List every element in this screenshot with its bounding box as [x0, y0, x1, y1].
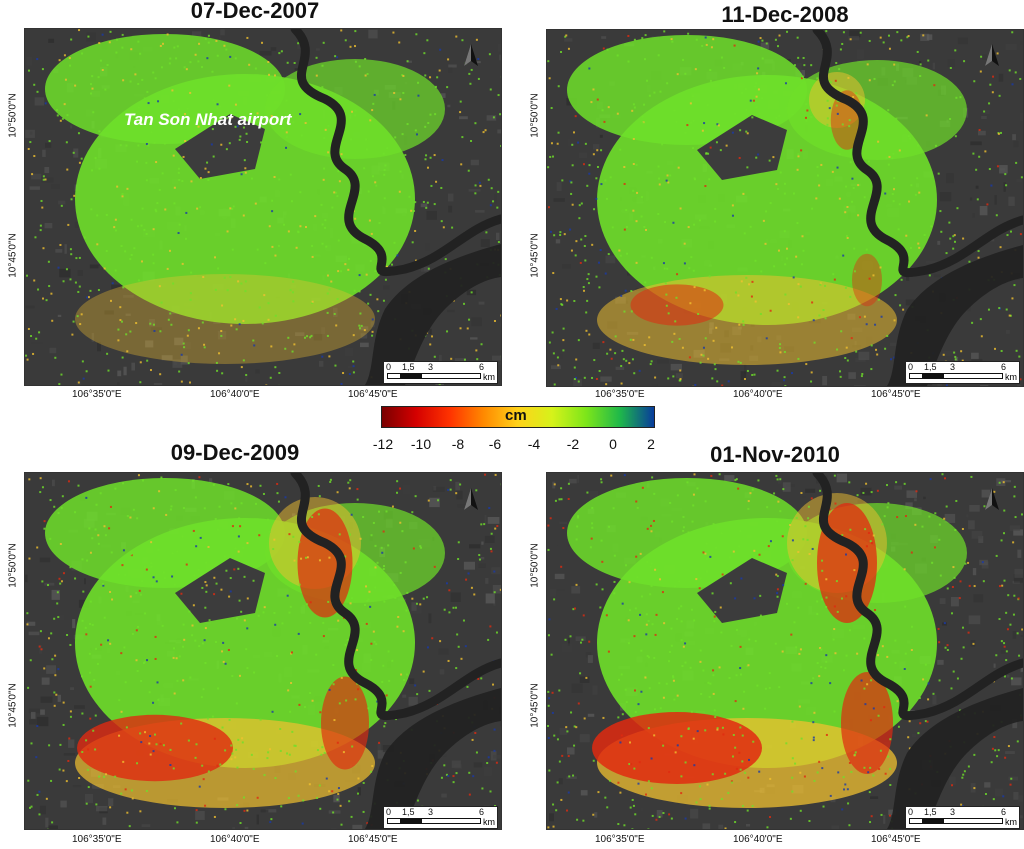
- scale-bar: 0 1,5 3 6 km: [905, 361, 1020, 384]
- scale-tick: 3: [428, 362, 434, 372]
- lat-label-10-50-p3: 10°50'0"N: [7, 543, 19, 588]
- scale-tick: 3: [428, 807, 434, 817]
- colorbar-tick: -8: [451, 436, 465, 452]
- scale-bar: 0 1,5 3 6 km: [905, 806, 1020, 829]
- scale-tick: 0: [908, 807, 914, 817]
- scale-tick: 6: [1001, 807, 1007, 817]
- scale-tick: 1,5: [924, 807, 937, 817]
- scale-tick: 1,5: [924, 362, 937, 372]
- lon-label-45-p1: 106°45'0"E: [348, 389, 398, 400]
- scale-tick: 0: [386, 807, 392, 817]
- map-image-2007: [25, 29, 501, 385]
- lat-label-10-50-p1: 10°50'0"N: [7, 93, 19, 138]
- scale-bar: 0 1,5 3 6 km: [383, 361, 498, 384]
- map-panel-2008: [546, 29, 1024, 387]
- scale-tick: 1,5: [402, 807, 415, 817]
- lat-label-10-45-p2: 10°45'0"N: [529, 233, 541, 278]
- colorbar-tick: -6: [488, 436, 502, 452]
- scale-unit: km: [483, 372, 495, 382]
- scale-tick: 3: [950, 807, 956, 817]
- scale-tick: 0: [908, 362, 914, 372]
- panel-title-2010: 01-Nov-2010: [710, 442, 840, 467]
- lon-label-45-p3: 106°45'0"E: [348, 834, 398, 845]
- scale-tick: 6: [479, 362, 485, 372]
- lon-label-40-p2: 106°40'0"E: [733, 389, 783, 400]
- panel-title-2007: 07-Dec-2007: [190, 0, 320, 23]
- colorbar-tick: -12: [372, 436, 394, 452]
- lat-label-10-45-p3: 10°45'0"N: [7, 683, 19, 728]
- lat-label-10-50-p4: 10°50'0"N: [529, 543, 541, 588]
- lat-label-10-45-p4: 10°45'0"N: [529, 683, 541, 728]
- lon-label-45-p4: 106°45'0"E: [871, 834, 921, 845]
- panel-title-2008: 11-Dec-2008: [721, 2, 849, 27]
- colorbar-unit: cm: [505, 407, 527, 424]
- scale-bar: 0 1,5 3 6 km: [383, 806, 498, 829]
- map-panel-2007: [24, 28, 502, 386]
- north-arrow-icon: [464, 44, 478, 66]
- colorbar-tick: 2: [647, 436, 655, 452]
- scale-unit: km: [1005, 372, 1017, 382]
- north-arrow-icon: [985, 488, 999, 510]
- colorbar-tick: 0: [609, 436, 617, 452]
- lon-label-35-p3: 106°35'0"E: [72, 834, 122, 845]
- lon-label-40-p1: 106°40'0"E: [210, 389, 260, 400]
- scale-unit: km: [483, 817, 495, 827]
- colorbar-legend: cm -12 -10 -8 -6 -4 -2 0 2: [373, 406, 655, 456]
- north-arrow-icon: [464, 488, 478, 510]
- scale-tick: 3: [950, 362, 956, 372]
- lon-label-40-p3: 106°40'0"E: [210, 834, 260, 845]
- lat-label-10-45-p1: 10°45'0"N: [7, 233, 19, 278]
- colorbar-gradient: [381, 406, 655, 428]
- scale-tick: 0: [386, 362, 392, 372]
- lon-label-35-p1: 106°35'0"E: [72, 389, 122, 400]
- scale-tick: 6: [479, 807, 485, 817]
- colorbar-tick: -10: [410, 436, 432, 452]
- lon-label-35-p4: 106°35'0"E: [595, 834, 645, 845]
- colorbar-tick: -4: [527, 436, 541, 452]
- scale-tick: 6: [1001, 362, 1007, 372]
- map-panel-2009: [24, 472, 502, 830]
- map-image-2010: [547, 473, 1023, 829]
- scale-tick: 1,5: [402, 362, 415, 372]
- airport-label: Tan Son Nhat airport: [124, 110, 292, 129]
- lon-label-45-p2: 106°45'0"E: [871, 389, 921, 400]
- lon-label-40-p4: 106°40'0"E: [733, 834, 783, 845]
- north-arrow-icon: [985, 44, 999, 66]
- lat-label-10-50-p2: 10°50'0"N: [529, 93, 541, 138]
- panel-title-2009: 09-Dec-2009: [170, 440, 300, 465]
- colorbar-tick: -2: [566, 436, 580, 452]
- map-image-2009: [25, 473, 501, 829]
- scale-unit: km: [1005, 817, 1017, 827]
- map-image-2008: [547, 30, 1023, 386]
- map-panel-2010: [546, 472, 1024, 830]
- lon-label-35-p2: 106°35'0"E: [595, 389, 645, 400]
